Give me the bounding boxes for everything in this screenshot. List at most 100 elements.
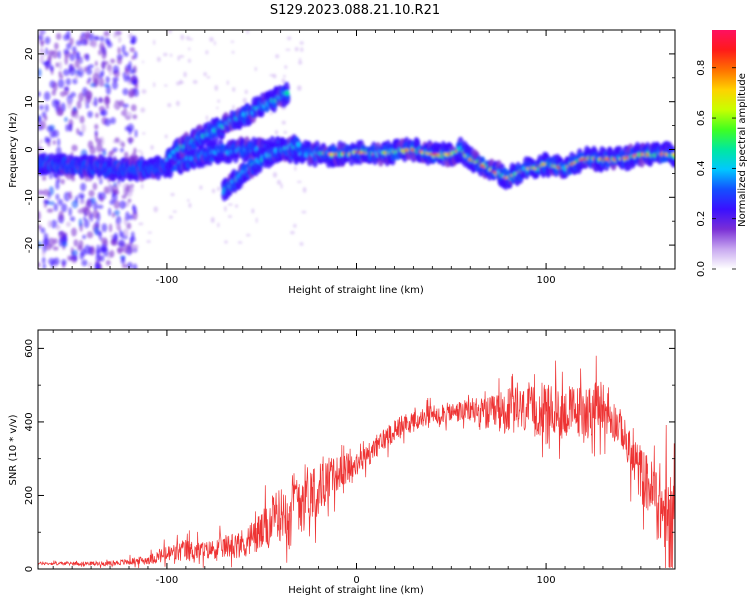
- spectral-speckle: [41, 256, 46, 264]
- spectral-speckle: [86, 68, 93, 75]
- spectral-speckle: [43, 91, 51, 101]
- spectral-speckle: [146, 240, 151, 243]
- spectral-speckle: [41, 249, 46, 257]
- spectral-speckle: [118, 100, 125, 107]
- spectral-speckle: [150, 145, 154, 150]
- spectral-speckle: [38, 262, 41, 268]
- spectral-speckle: [129, 47, 136, 53]
- spectral-core: [285, 90, 290, 96]
- snr-x-label: Height of straight line (km): [288, 585, 424, 596]
- spectral-speckle: [83, 244, 91, 255]
- spectral-speckle: [188, 38, 194, 41]
- spectral-speckle: [113, 32, 118, 39]
- spectral-speckle: [71, 46, 77, 53]
- spectral-speckle: [66, 30, 71, 40]
- spectral-speckle: [55, 193, 60, 201]
- spectral-speckle: [186, 35, 190, 41]
- spectral-speckle: [38, 115, 42, 124]
- spectral-speckle: [89, 82, 96, 88]
- spectral-speckle: [224, 240, 228, 244]
- spectral-speckle: [65, 124, 69, 132]
- spectral-speckle: [68, 207, 73, 217]
- spectral-speckle: [105, 260, 111, 266]
- spectral-speckle: [294, 165, 297, 171]
- spectrogram-blobs: [38, 30, 675, 269]
- spectral-speckle: [58, 60, 63, 71]
- spectral-speckle: [55, 62, 60, 68]
- spectral-speckle: [97, 97, 104, 103]
- spectral-speckle: [226, 80, 229, 86]
- spectral-speckle: [134, 84, 139, 89]
- spectral-speckle: [112, 65, 120, 74]
- spectral-speckle: [300, 47, 304, 52]
- spectral-speckle: [104, 95, 110, 103]
- spectral-speckle: [83, 31, 91, 38]
- spectral-speckle: [131, 204, 136, 211]
- spectral-speckle: [122, 243, 130, 254]
- spectral-speckle: [125, 69, 130, 75]
- spectral-speckle: [156, 56, 161, 62]
- spectral-speckle: [188, 47, 191, 51]
- spectral-speckle: [71, 199, 79, 209]
- spectral-speckle: [73, 113, 80, 120]
- spectral-speckle: [78, 218, 83, 228]
- spectral-speckle: [108, 223, 113, 233]
- spectral-speckle: [92, 72, 100, 83]
- spectral-speckle: [49, 65, 55, 72]
- spectral-speckle: [254, 66, 257, 72]
- x-tick-label: -100: [156, 575, 179, 586]
- spectral-speckle: [44, 47, 48, 56]
- spectral-speckle: [126, 261, 133, 269]
- spectral-speckle: [101, 223, 108, 233]
- spectral-speckle: [38, 240, 42, 249]
- spectral-speckle: [43, 199, 50, 204]
- spectral-speckle: [39, 120, 47, 130]
- figure-title: S129.2023.088.21.10.R21: [270, 3, 440, 18]
- spectral-speckle: [284, 65, 288, 69]
- spectral-speckle: [244, 89, 248, 95]
- spectral-speckle: [111, 192, 118, 202]
- spectral-speckle: [79, 115, 85, 124]
- spectral-speckle: [123, 51, 129, 57]
- spectral-speckle: [40, 227, 46, 234]
- spectral-speckle: [130, 231, 135, 239]
- spectral-speckle: [108, 182, 112, 192]
- spectral-speckle: [211, 188, 216, 194]
- spectral-speckle: [153, 82, 156, 88]
- spectral-speckle: [111, 184, 119, 194]
- spectral-speckle: [98, 77, 105, 88]
- colorbar-gradient: [712, 30, 736, 269]
- spectral-speckle: [74, 254, 78, 262]
- spectral-speckle: [102, 151, 107, 156]
- spectral-speckle: [130, 104, 137, 112]
- spectral-speckle: [52, 140, 56, 145]
- spectral-speckle: [78, 131, 84, 137]
- spectral-speckle: [127, 136, 134, 144]
- y-tick-label: 20: [24, 48, 35, 61]
- spectral-speckle: [227, 203, 233, 206]
- spectral-speckle: [71, 227, 77, 237]
- spectral-speckle: [48, 124, 55, 131]
- spectral-speckle: [73, 239, 79, 247]
- spectral-speckle: [242, 97, 247, 104]
- spectral-speckle: [42, 263, 47, 269]
- spectral-speckle: [175, 100, 180, 107]
- spectral-speckle: [255, 217, 258, 224]
- spectral-speckle: [117, 247, 123, 255]
- spectral-speckle: [142, 60, 145, 64]
- spectrogram-heatmap: [38, 30, 675, 269]
- spectral-speckle: [64, 117, 68, 122]
- spectral-speckle: [131, 55, 136, 60]
- spectral-speckle: [76, 100, 82, 110]
- spectral-speckle: [38, 224, 42, 230]
- spectral-speckle: [57, 198, 63, 206]
- spectral-speckle: [164, 134, 168, 139]
- spectral-speckle: [94, 35, 100, 41]
- spectral-speckle: [48, 172, 53, 180]
- spectral-speckle: [100, 61, 106, 69]
- spectral-speckle: [116, 181, 122, 187]
- colorbar-tick-label: 0.2: [696, 211, 707, 227]
- spectral-speckle: [287, 36, 292, 41]
- spectral-speckle: [121, 263, 128, 269]
- spectral-speckle: [99, 110, 106, 116]
